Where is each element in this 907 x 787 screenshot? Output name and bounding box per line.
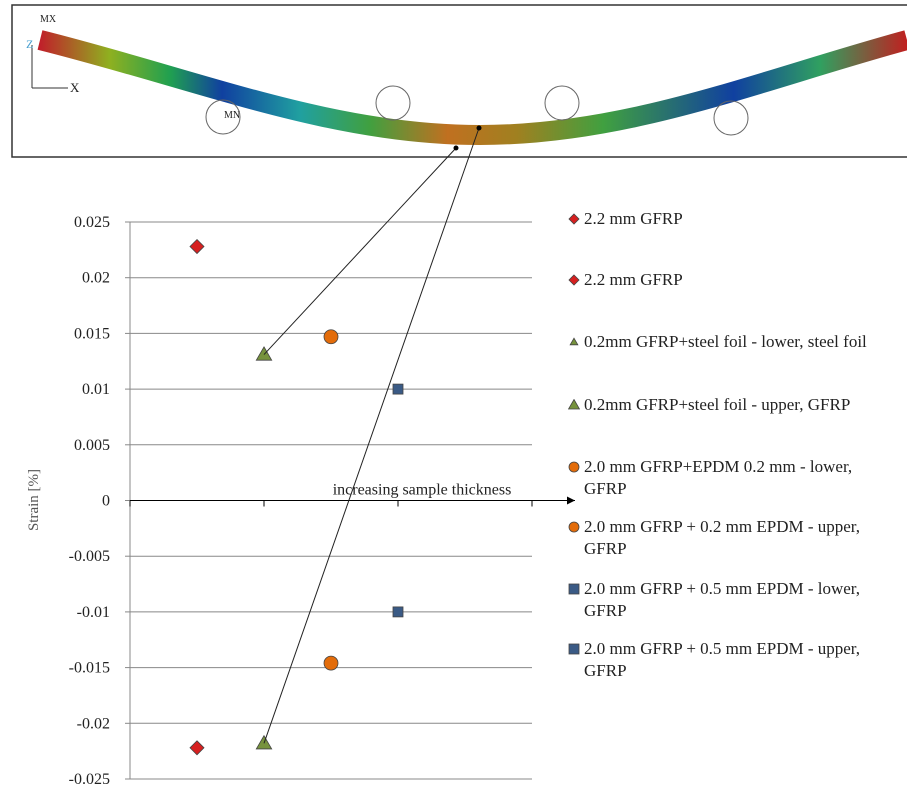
- legend-label: 2.0 mm GFRP + 0.5 mm EPDM - lower, GFRP: [584, 578, 898, 622]
- y-tick-label: 0: [102, 493, 110, 510]
- y-tick-label: 0.015: [74, 325, 110, 342]
- y-tick-label: 0.02: [82, 270, 110, 287]
- legend-marker: [568, 643, 580, 655]
- legend-label: 2.0 mm GFRP + 0.2 mm EPDM - upper, GFRP: [584, 516, 898, 560]
- legend-label: 0.2mm GFRP+steel foil - lower, steel foi…: [584, 331, 867, 353]
- y-tick-label: -0.015: [69, 660, 110, 677]
- point: [190, 240, 204, 254]
- legend-marker: [568, 399, 580, 411]
- legend-marker: [568, 461, 580, 473]
- legend-item: 2.2 mm GFRP: [568, 269, 898, 291]
- point: [324, 656, 338, 670]
- legend-item: 2.2 mm GFRP: [568, 208, 898, 230]
- pointer-line: [264, 148, 456, 355]
- legend-marker-shape: [570, 338, 578, 345]
- legend-marker-shape: [569, 584, 579, 594]
- legend-label: 2.0 mm GFRP + 0.5 mm EPDM - upper, GFRP: [584, 638, 898, 682]
- legend-marker-shape: [569, 522, 579, 532]
- legend-marker: [568, 336, 580, 348]
- legend-marker-shape: [569, 462, 579, 472]
- legend-marker-shape: [569, 214, 579, 224]
- legend-marker: [568, 521, 580, 533]
- legend-item: 2.0 mm GFRP + 0.5 mm EPDM - lower, GFRP: [568, 578, 898, 622]
- y-axis-label: Strain [%]: [26, 469, 42, 531]
- y-tick-label: -0.025: [69, 771, 110, 787]
- legend-label: 2.2 mm GFRP: [584, 208, 683, 230]
- legend-item: 0.2mm GFRP+steel foil - upper, GFRP: [568, 394, 898, 416]
- point: [393, 607, 403, 617]
- point: [190, 741, 204, 755]
- y-tick-label: -0.01: [77, 604, 110, 621]
- legend-item: 0.2mm GFRP+steel foil - lower, steel foi…: [568, 331, 898, 353]
- y-tick-label: -0.005: [69, 548, 110, 565]
- legend-label: 2.0 mm GFRP+EPDM 0.2 mm - lower, GFRP: [584, 456, 898, 500]
- y-tick-label: 0.01: [82, 381, 110, 398]
- y-tick-label: -0.02: [77, 715, 110, 732]
- legend-item: 2.0 mm GFRP + 0.5 mm EPDM - upper, GFRP: [568, 638, 898, 682]
- legend-marker-shape: [569, 400, 580, 410]
- pointer-line: [264, 128, 479, 743]
- legend-item: 2.0 mm GFRP+EPDM 0.2 mm - lower, GFRP: [568, 456, 898, 500]
- legend-item: 2.0 mm GFRP + 0.2 mm EPDM - upper, GFRP: [568, 516, 898, 560]
- y-tick-label: 0.025: [74, 214, 110, 231]
- legend-marker: [568, 583, 580, 595]
- pointer-dot: [477, 126, 482, 131]
- annotation: increasing sample thickness: [333, 482, 512, 499]
- legend-marker-shape: [569, 644, 579, 654]
- point: [393, 384, 403, 394]
- page: {"fe_image":{"labels":["MX","MN","Z","X"…: [0, 0, 907, 787]
- legend-label: 2.2 mm GFRP: [584, 269, 683, 291]
- legend-marker: [568, 274, 580, 286]
- point: [324, 330, 338, 344]
- y-tick-label: 0.005: [74, 437, 110, 454]
- legend-marker-shape: [569, 275, 579, 285]
- legend-marker: [568, 213, 580, 225]
- pointer-dot: [454, 146, 459, 151]
- legend-label: 0.2mm GFRP+steel foil - upper, GFRP: [584, 394, 850, 416]
